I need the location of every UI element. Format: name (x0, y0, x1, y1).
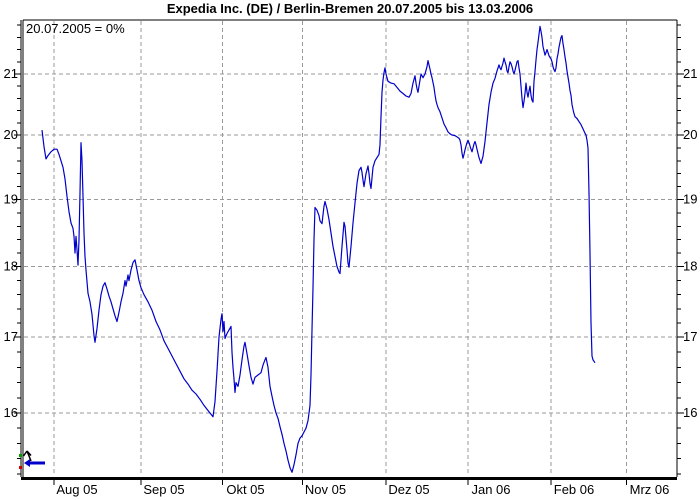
x-axis-label: Aug 05 (56, 482, 97, 497)
x-axis-label: Sep 05 (143, 482, 184, 497)
y-axis-label-right: 20 (683, 127, 697, 142)
y-axis-label-right: 19 (683, 192, 697, 207)
y-axis-label-right: 18 (683, 259, 697, 274)
red-dot (19, 466, 22, 469)
black-up-arrow-icon (22, 450, 32, 462)
baseline-annotation: 20.07.2005 = 0% (26, 21, 125, 36)
y-axis-label-left: 18 (4, 259, 18, 274)
x-axis-label: Dez 05 (388, 482, 429, 497)
y-axis-label-left: 16 (4, 405, 18, 420)
y-axis-label-right: 21 (683, 66, 697, 81)
y-axis-label-right: 16 (683, 405, 697, 420)
x-axis-label: Mrz 06 (630, 482, 670, 497)
y-axis-label-left: 20 (4, 127, 18, 142)
x-axis-label: Nov 05 (305, 482, 346, 497)
chart-title: Expedia Inc. (DE) / Berlin-Bremen 20.07.… (166, 1, 534, 16)
x-axis-label: Feb 06 (554, 482, 594, 497)
x-axis-label: Jan 06 (471, 482, 510, 497)
y-axis-label-right: 17 (683, 329, 697, 344)
x-axis-label: Okt 05 (226, 482, 264, 497)
y-axis-label-left: 17 (4, 329, 18, 344)
price-line (41, 25, 596, 473)
green-dot (19, 454, 22, 457)
y-axis-label-left: 21 (4, 66, 18, 81)
blue-left-arrow-head-icon (24, 459, 30, 467)
y-axis-label-left: 19 (4, 192, 18, 207)
plot-frame-bottom (21, 477, 677, 480)
